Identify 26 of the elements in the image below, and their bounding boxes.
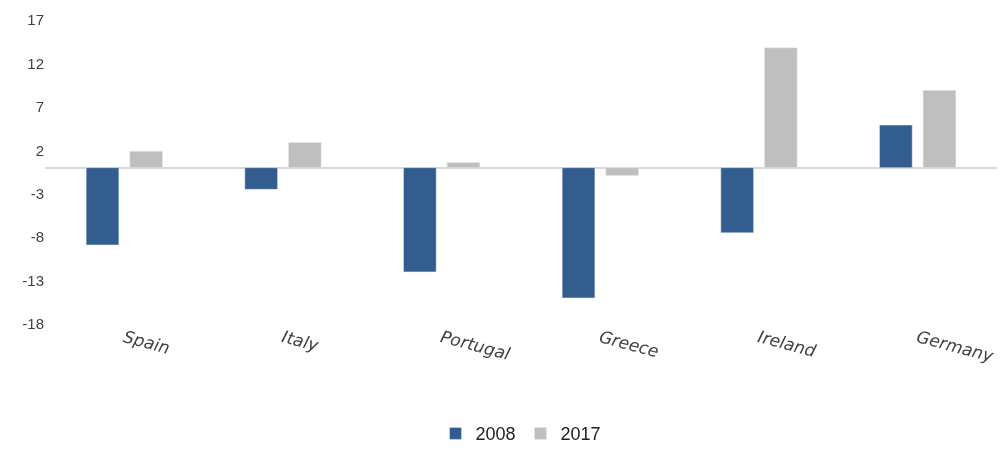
y-tick-label: 17 bbox=[27, 11, 44, 29]
bar bbox=[288, 142, 322, 168]
bar bbox=[85, 167, 120, 246]
y-tick-label: -8 bbox=[30, 228, 44, 246]
legend-label: 2008 bbox=[475, 424, 516, 445]
bar bbox=[720, 167, 754, 234]
bar bbox=[922, 90, 957, 168]
y-tick-label: -3 bbox=[30, 184, 44, 202]
bar bbox=[244, 167, 278, 190]
x-tick-label: Greece bbox=[597, 326, 662, 362]
bar bbox=[561, 167, 596, 299]
bar bbox=[605, 167, 639, 176]
y-tick-label: 7 bbox=[35, 98, 44, 116]
bar bbox=[403, 167, 437, 273]
x-tick-label: Spain bbox=[121, 326, 173, 358]
bar bbox=[764, 47, 798, 168]
x-tick-label: Italy bbox=[279, 326, 322, 356]
y-tick-label: -13 bbox=[22, 271, 44, 289]
bar bbox=[879, 124, 913, 168]
x-tick-label: Ireland bbox=[755, 326, 819, 361]
bar bbox=[446, 162, 481, 168]
legend-label: 2017 bbox=[560, 424, 601, 445]
y-tick-label: -18 bbox=[22, 315, 44, 333]
y-tick-label: 12 bbox=[27, 54, 44, 72]
y-tick-label: 2 bbox=[35, 141, 44, 159]
bar bbox=[129, 150, 163, 168]
